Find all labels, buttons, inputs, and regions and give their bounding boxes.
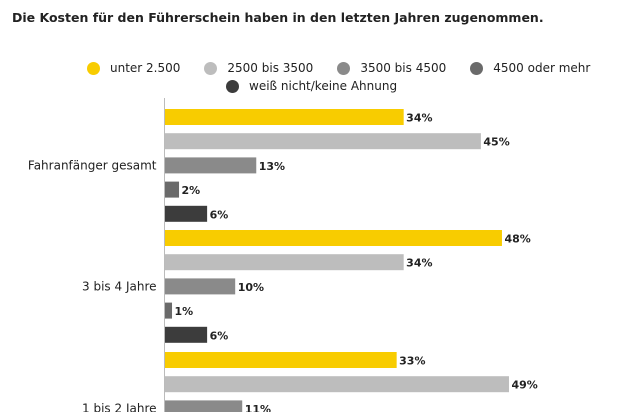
- legend-swatch: [470, 61, 484, 75]
- legend-swatch: [337, 61, 351, 75]
- data-label: 49%: [511, 379, 537, 392]
- legend-label: weiß nicht/keine Ahnung: [249, 79, 398, 93]
- legend-swatch: [226, 79, 239, 93]
- bar: [165, 181, 180, 198]
- data-label: 34%: [406, 257, 432, 270]
- legend-swatch: [87, 61, 100, 75]
- category-label: 3 bis 4 Jahre: [82, 279, 156, 293]
- legend-item-3500-bis-4500: 3500 bis 4500: [337, 61, 446, 75]
- data-label: 34%: [406, 112, 432, 125]
- legend-item-weiss-nicht: weiß nicht/keine Ahnung: [226, 79, 397, 93]
- bar: [165, 326, 208, 343]
- bar: [165, 376, 509, 393]
- bar: [165, 133, 481, 150]
- legend-label: unter 2.500: [110, 61, 181, 75]
- legend-row-2: weiß nicht/keine Ahnung: [226, 78, 397, 94]
- bar: [165, 254, 404, 271]
- legend-item-2500-bis-3500: 2500 bis 3500: [204, 61, 313, 75]
- data-label: 13%: [259, 160, 285, 173]
- legend-row-1: unter 2.500 2500 bis 3500 3500 bis 4500 …: [87, 60, 590, 76]
- chart-title: Die Kosten für den Führerschein haben in…: [12, 10, 544, 25]
- legend-label: 2500 bis 3500: [227, 61, 314, 75]
- legend-label: 3500 bis 4500: [360, 61, 447, 75]
- category-label: 1 bis 2 Jahre: [82, 401, 156, 412]
- bar: [165, 302, 173, 319]
- bar: [165, 278, 236, 295]
- data-label: 10%: [238, 281, 264, 294]
- category-label: Fahranfänger gesamt: [28, 158, 157, 172]
- data-label: 6%: [210, 208, 229, 221]
- data-label: 6%: [210, 329, 229, 342]
- data-label: 33%: [399, 355, 425, 368]
- legend-label: 4500 oder mehr: [493, 61, 591, 75]
- legend-item-unter-2500: unter 2.500: [87, 61, 180, 75]
- bar: [165, 230, 502, 246]
- data-label: 1%: [175, 305, 194, 318]
- data-label: 11%: [245, 403, 271, 412]
- legend-swatch: [204, 61, 218, 75]
- data-label: 2%: [182, 184, 201, 197]
- bar: [165, 157, 257, 174]
- data-label: 48%: [504, 233, 530, 246]
- bar: [165, 205, 208, 222]
- legend-item-4500-oder-mehr: 4500 oder mehr: [470, 61, 590, 75]
- data-label: 45%: [483, 136, 509, 149]
- bar: [165, 109, 404, 125]
- bar: [165, 400, 243, 412]
- bar: [165, 352, 397, 368]
